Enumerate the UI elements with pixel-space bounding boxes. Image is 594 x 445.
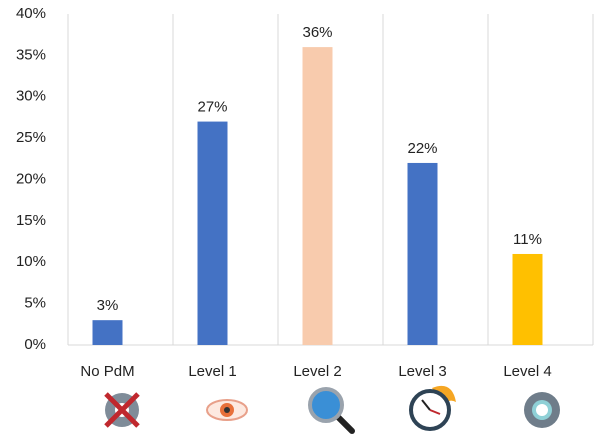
y-tick-label: 20% (16, 170, 46, 187)
y-tick-label: 15% (16, 212, 46, 229)
y-tick-label: 25% (16, 129, 46, 146)
y-tick-label: 30% (16, 88, 46, 105)
bar (407, 162, 438, 345)
bar (302, 47, 333, 345)
y-tick-label: 40% (16, 5, 46, 22)
data-label: 27% (197, 99, 227, 116)
bar (92, 320, 123, 345)
icon-magnifier (308, 387, 355, 434)
y-tick-label: 10% (16, 253, 46, 270)
y-tick-label: 35% (16, 46, 46, 63)
data-label: 36% (302, 24, 332, 41)
x-tick-label: Level 1 (188, 363, 236, 380)
bar (197, 121, 228, 345)
data-label: 22% (407, 140, 437, 157)
x-tick-label: Level 2 (293, 363, 341, 380)
y-tick-label: 0% (24, 336, 46, 353)
icons (104, 385, 560, 434)
x-tick-label: Level 3 (398, 363, 446, 380)
bar (512, 253, 543, 345)
data-label: 3% (97, 297, 119, 314)
x-tick-label: No PdM (80, 363, 134, 380)
icon-clock (409, 385, 456, 431)
data-label: 11% (513, 231, 542, 248)
icon-gear-crossed (104, 392, 140, 428)
icon-eye (206, 399, 248, 421)
y-tick-label: 5% (24, 295, 46, 312)
x-tick-label: Level 4 (503, 363, 551, 380)
icon-gear (524, 392, 560, 428)
